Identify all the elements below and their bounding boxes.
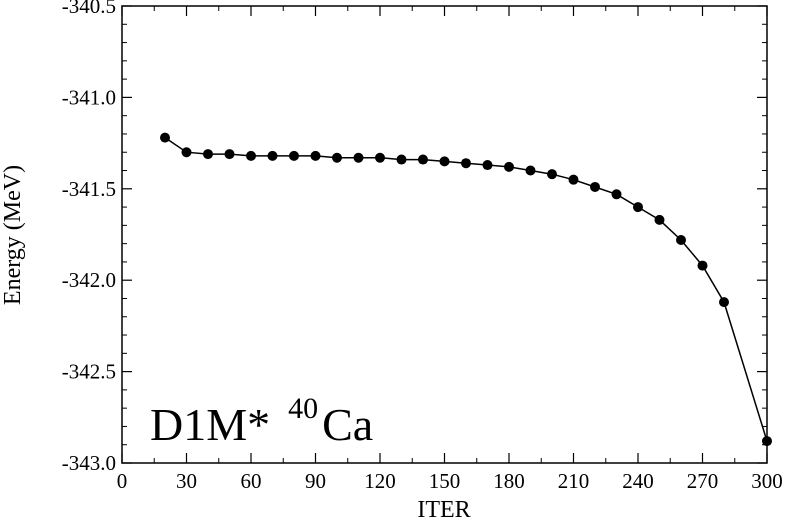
y-axis-label: Energy (MeV): [0, 165, 26, 305]
data-point: [568, 174, 579, 185]
data-point: [375, 152, 385, 163]
data-point: [654, 214, 665, 225]
data-point: [676, 234, 686, 245]
plot-frame: [121, 5, 768, 464]
x-tick-label: 90: [305, 469, 326, 493]
y-tick-label: -340.5: [62, 0, 116, 18]
axis-ticks: [121, 5, 768, 464]
y-tick-label: -341.0: [62, 85, 116, 109]
annotation-element: Ca: [322, 399, 373, 450]
annotation-main: D1M*: [150, 399, 270, 450]
data-points: [160, 132, 772, 447]
data-point: [590, 181, 600, 192]
series-line: [164, 136, 768, 442]
nucleus-annotation: D1M* 40 Ca: [150, 392, 373, 450]
x-tick-label: 300: [751, 469, 783, 493]
data-point: [525, 165, 536, 176]
x-tick-label: 210: [558, 469, 590, 493]
data-point: [719, 297, 729, 308]
annotation-superscript: 40: [288, 392, 318, 425]
data-point: [181, 147, 192, 158]
data-point: [353, 152, 364, 163]
x-tick-label: 0: [117, 469, 128, 493]
y-tick-label: -342.0: [62, 268, 116, 292]
data-point: [461, 158, 471, 169]
x-tick-label: 270: [687, 469, 719, 493]
data-point: [246, 150, 256, 161]
data-point: [611, 189, 622, 200]
data-point: [160, 132, 170, 143]
data-point: [762, 436, 772, 447]
axis-tick-labels: 0 30 60 90 120 150 180 210 240 270 300 -343.0 -342.5…: [62, 0, 783, 493]
data-point: [203, 149, 213, 160]
data-point: [697, 260, 708, 271]
data-point: [504, 161, 514, 172]
x-tick-label: 120: [364, 469, 396, 493]
data-point: [289, 150, 299, 161]
x-axis-label: ITER: [417, 497, 470, 520]
data-point: [267, 150, 278, 161]
x-tick-label: 240: [622, 469, 654, 493]
data-point: [633, 202, 643, 213]
x-tick-label: 30: [176, 469, 197, 493]
y-tick-label: -343.0: [62, 451, 116, 475]
data-point: [224, 149, 235, 160]
data-point: [547, 169, 557, 180]
x-tick-label: 180: [493, 469, 525, 493]
y-tick-label: -341.5: [62, 177, 116, 201]
x-tick-label: 150: [429, 469, 461, 493]
data-point: [310, 150, 321, 161]
data-point: [396, 154, 407, 165]
data-point: [439, 156, 450, 167]
x-tick-label: 60: [241, 469, 262, 493]
data-point: [332, 152, 342, 163]
data-point: [482, 160, 493, 171]
data-point: [418, 154, 428, 165]
y-tick-label: -342.5: [62, 360, 116, 384]
